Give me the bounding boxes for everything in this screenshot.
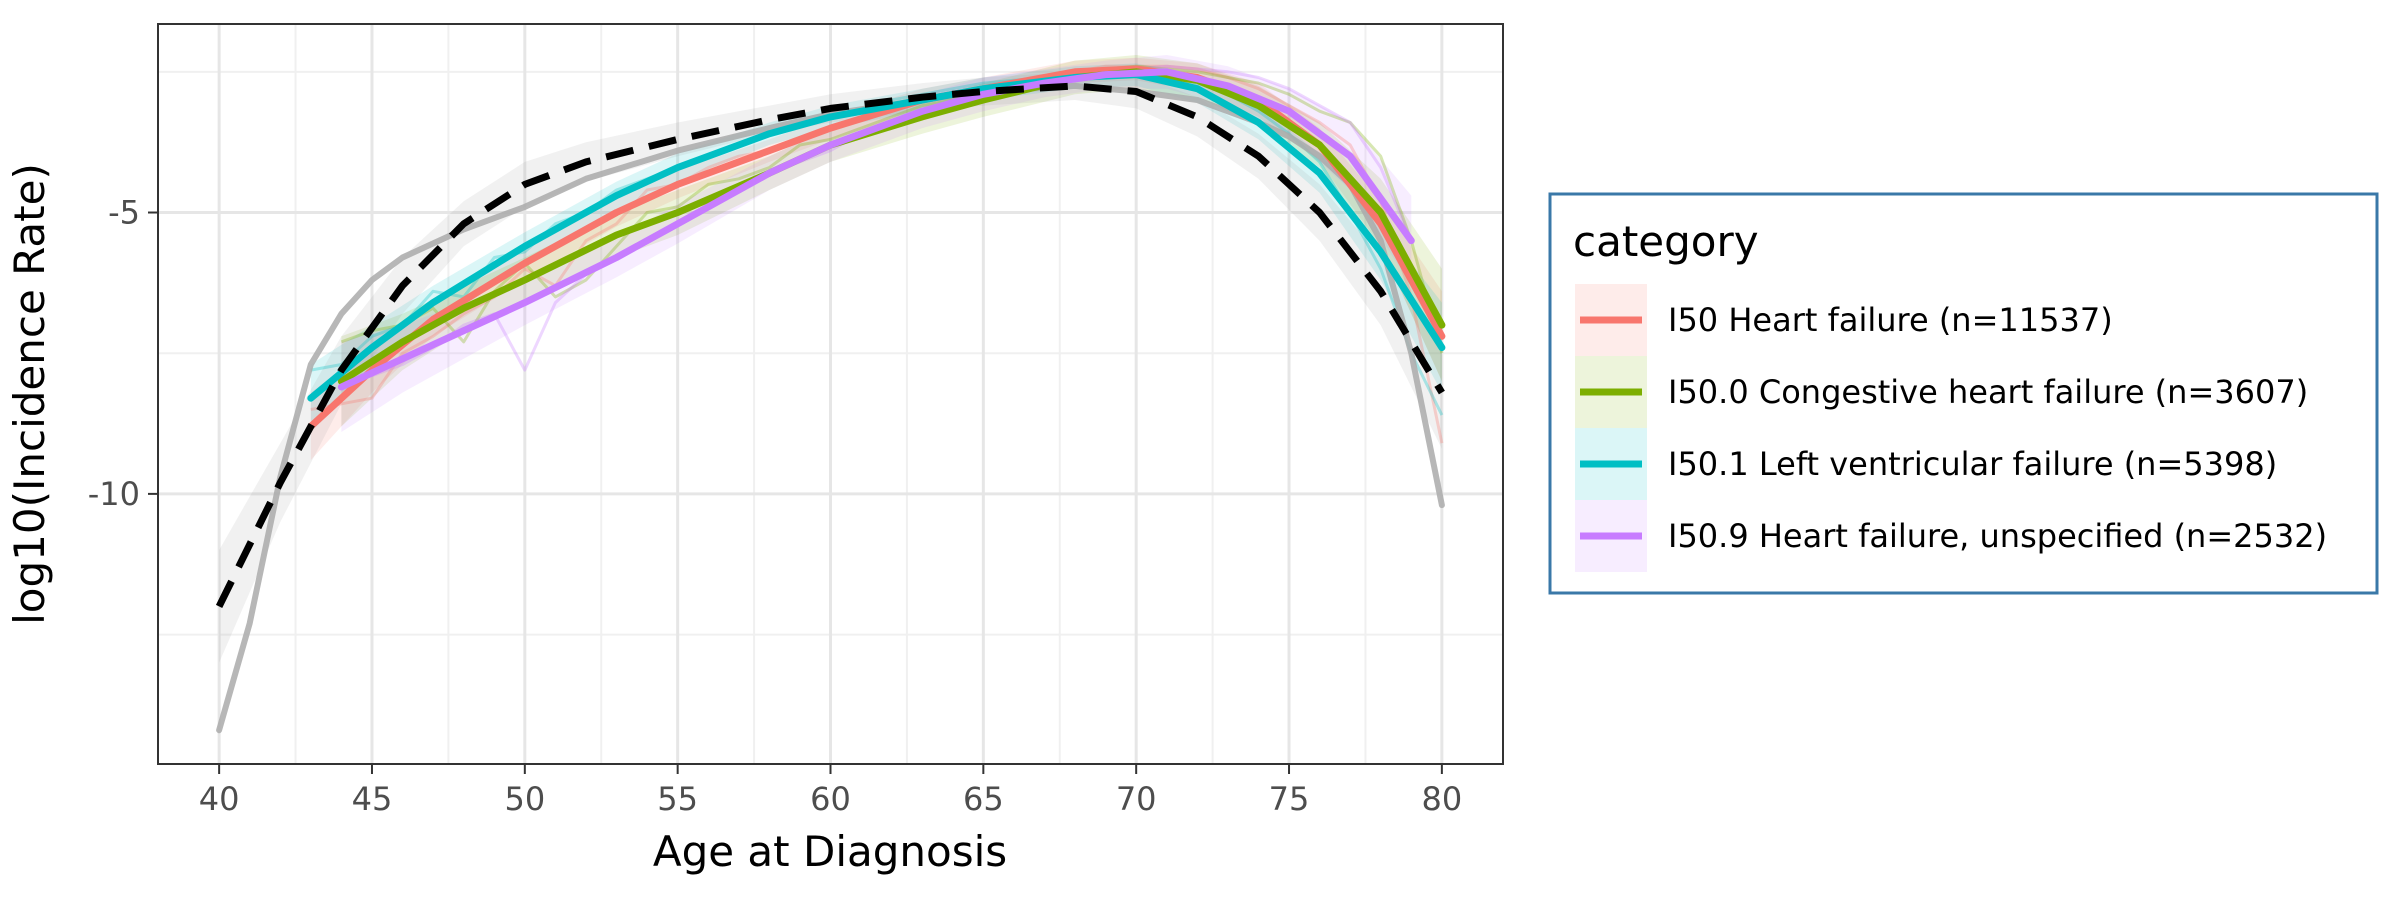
series-line (337, 68, 1446, 385)
x-axis-title: Age at Diagnosis (653, 827, 1007, 876)
x-tick-label: 40 (199, 780, 240, 818)
x-tick-label: 80 (1422, 780, 1463, 818)
x-tick-label: 70 (1116, 780, 1157, 818)
grid-major (158, 24, 1503, 764)
overall-smooth-dashed-line (215, 82, 1445, 608)
x-tick-label: 50 (504, 780, 545, 818)
legend-item: I50.9 Heart failure, unspecified (n=2532… (1575, 500, 2327, 572)
series-line (337, 68, 1415, 391)
y-axis: -5 -10 (88, 194, 158, 513)
legend: category I50 Heart failure (n=11537) I50.… (1548, 192, 2379, 595)
x-tick-label: 55 (657, 780, 698, 818)
y-tick-label: -10 (88, 475, 140, 513)
x-tick-label: 60 (810, 780, 851, 818)
plot-area (157, 23, 1504, 765)
legend-label: I50 Heart failure (n=11537) (1668, 301, 2113, 339)
legend-item: I50.1 Left ventricular failure (n=5398) (1575, 428, 2277, 500)
confidence-band (310, 63, 1442, 433)
y-axis-title: log10(Incidence Rate) (5, 163, 54, 625)
legend-label: I50.9 Heart failure, unspecified (n=2532… (1668, 517, 2327, 555)
x-tick-label: 75 (1269, 780, 1310, 818)
legend-item: I50 Heart failure (n=11537) (1575, 284, 2113, 356)
y-tick-label: -5 (108, 194, 140, 232)
legend-item: I50.0 Congestive heart failure (n=3607) (1575, 356, 2308, 428)
x-axis: 40 45 50 55 60 65 70 75 80 (199, 764, 1462, 818)
legend-title: category (1573, 217, 1759, 266)
legend-box (1548, 192, 2379, 595)
legend-label: I50.1 Left ventricular failure (n=5398) (1668, 445, 2277, 483)
legend-label: I50.0 Congestive heart failure (n=3607) (1668, 373, 2308, 411)
smooth-series-lines (215, 65, 1446, 734)
x-tick-label: 65 (963, 780, 1004, 818)
legend-items: I50 Heart failure (n=11537) I50.0 Congest… (1575, 284, 2327, 572)
x-tick-label: 45 (352, 780, 393, 818)
